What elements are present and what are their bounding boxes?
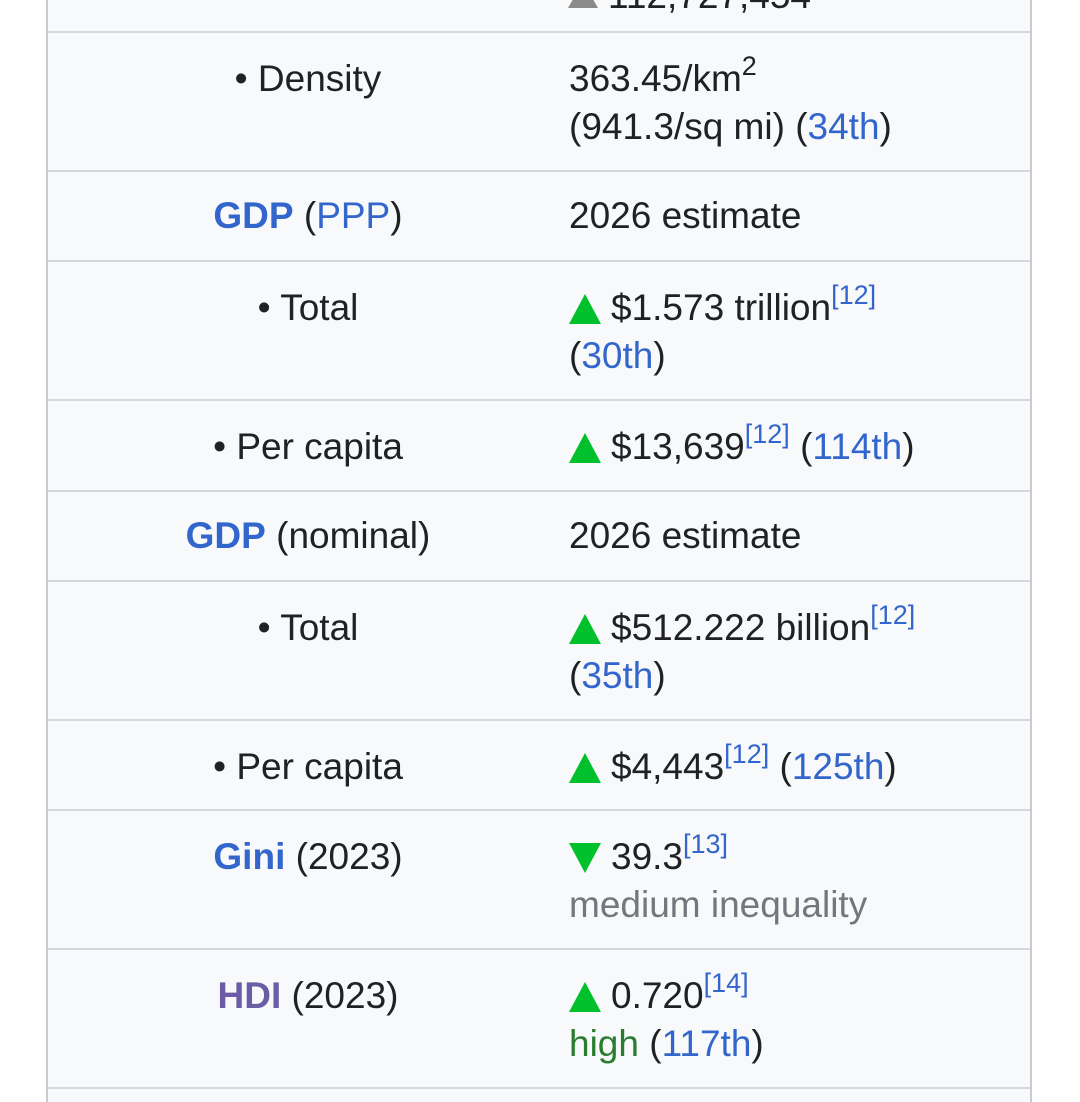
increase-arrow-icon — [569, 753, 601, 783]
row-hdi: HDI (2023) 0.720[14] high (117th) — [48, 948, 1030, 1089]
row-nominal-per-capita: • Per capita $4,443[12] (125th) — [48, 719, 1030, 811]
population-value-fragment: 112,727,454 — [568, 0, 811, 18]
hdi-category: high — [569, 1023, 639, 1064]
reference-link[interactable]: [12] — [744, 418, 790, 449]
value-gini: 39.3[13] medium inequality — [569, 830, 1029, 929]
rank-link[interactable]: 125th — [791, 746, 885, 787]
row-ppp-total: • Total $1.573 trillion[12] (30th) — [48, 260, 1030, 401]
value-nominal-per-capita: $4,443[12] (125th) — [569, 740, 1029, 791]
label-hdi: HDI (2023) — [217, 975, 399, 1016]
reference-link[interactable]: [13] — [683, 828, 729, 859]
value-density: 363.45/km2 (941.3/sq mi) (34th) — [569, 50, 892, 147]
rank-link[interactable]: 35th — [581, 655, 654, 696]
gdp-link[interactable]: GDP — [213, 195, 294, 236]
value-nominal-total: $512.222 billion[12] (35th) — [569, 599, 916, 696]
label-gini: Gini (2023) — [213, 836, 403, 877]
value-ppp-total: $1.573 trillion[12] (30th) — [569, 279, 877, 376]
rank-link[interactable]: 30th — [581, 335, 654, 376]
label-density: • Density — [234, 58, 382, 99]
increase-arrow-icon — [569, 433, 601, 463]
reference-link[interactable]: [14] — [703, 967, 749, 998]
rank-link[interactable]: 114th — [812, 426, 903, 467]
row-density: • Density 363.45/km2 (941.3/sq mi) (34th… — [48, 31, 1030, 172]
label-gdp-nominal: GDP (nominal) — [185, 515, 431, 556]
value-hdi: 0.720[14] high (117th) — [569, 967, 764, 1064]
hdi-link[interactable]: HDI — [217, 975, 282, 1016]
reference-link[interactable]: [12] — [870, 599, 916, 630]
value-ppp-per-capita: $13,639[12] (114th) — [569, 420, 1029, 471]
value-gdp-nominal: 2026 estimate — [569, 515, 802, 556]
infobox: 112,727,454 • Density 363.45/km2 (941.3/… — [46, 0, 1032, 1102]
rank-link[interactable]: 117th — [661, 1023, 752, 1064]
increase-arrow-icon — [568, 0, 598, 8]
increase-arrow-icon — [569, 294, 601, 324]
row-nominal-total: • Total $512.222 billion[12] (35th) — [48, 580, 1030, 721]
gini-link[interactable]: Gini — [213, 836, 286, 877]
label-nominal-total: • Total — [257, 607, 359, 648]
increase-arrow-icon — [569, 982, 601, 1012]
value-gdp-ppp: 2026 estimate — [569, 195, 802, 236]
gdp-link[interactable]: GDP — [185, 515, 266, 556]
decrease-arrow-icon — [569, 843, 601, 873]
label-ppp-total: • Total — [257, 287, 359, 328]
label-gdp-ppp: GDP (PPP) — [213, 195, 403, 236]
row-gdp-nominal: GDP (nominal) 2026 estimate — [48, 490, 1030, 582]
increase-arrow-icon — [569, 614, 601, 644]
ppp-link[interactable]: PPP — [316, 195, 391, 236]
reference-link[interactable]: [12] — [831, 279, 877, 310]
row-gini: Gini (2023) 39.3[13] medium inequality — [48, 809, 1030, 950]
label-nominal-per-capita: • Per capita — [213, 746, 403, 787]
row-next — [48, 1087, 1030, 1102]
row-gdp-ppp: GDP (PPP) 2026 estimate — [48, 170, 1030, 262]
reference-link[interactable]: [12] — [724, 738, 770, 769]
gini-category: medium inequality — [569, 884, 868, 925]
row-ppp-per-capita: • Per capita $13,639[12] (114th) — [48, 399, 1030, 492]
label-ppp-per-capita: • Per capita — [213, 426, 403, 467]
density-rank-link[interactable]: 34th — [807, 106, 880, 147]
